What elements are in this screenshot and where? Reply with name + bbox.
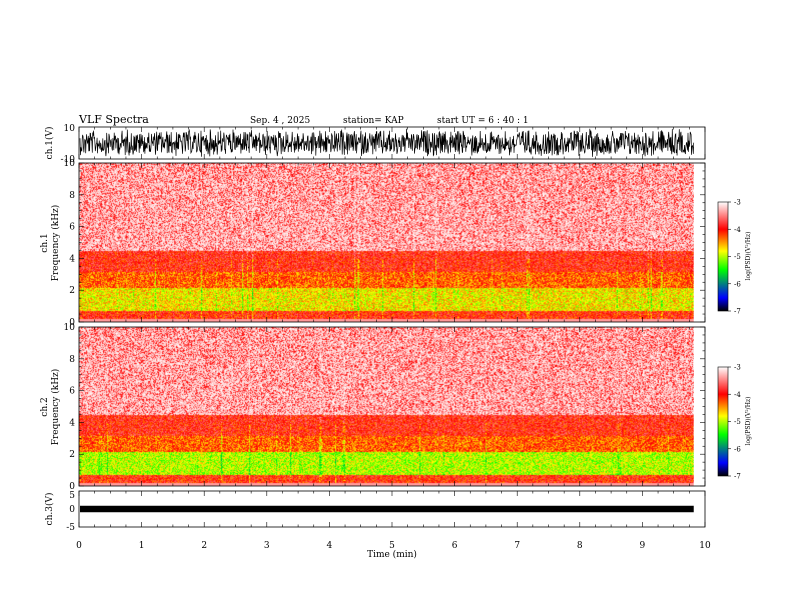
x-tick-label: 10	[699, 541, 711, 551]
x-tick-label: 5	[389, 541, 395, 551]
ch3-ytick-top: 5	[69, 491, 75, 501]
ch2-ylabel-frequency: Frequency (kHz)	[50, 369, 61, 446]
freq-tick-label: 6	[69, 223, 75, 233]
ch1-ylabel-channel: ch.1	[40, 233, 50, 252]
ch2-spectrogram-image	[79, 327, 694, 486]
x-tick-label: 7	[514, 541, 520, 551]
ch1-colorbar-gradient	[717, 201, 729, 312]
ch2-colorbar-label: log(PSD)(V²/Hz)	[745, 397, 752, 446]
colorbar-tick-label: -3	[734, 199, 741, 207]
x-tick-label: 1	[139, 541, 145, 551]
colorbar-tick-label: -6	[734, 280, 741, 288]
date-label: Sep. 4 , 2025	[250, 116, 310, 126]
ch1-ytick-top: 10	[64, 124, 76, 134]
ch1-freq-ticks: 0 2 4 6 8 10	[64, 159, 706, 328]
ch1-colorbar-label: log(PSD)(V²/Hz)	[745, 232, 752, 281]
ch1-waveform-line	[79, 128, 695, 157]
x-tick-label: 8	[577, 541, 583, 551]
ch1-waveform-ticks	[78, 127, 706, 159]
colorbar-tick-label: -6	[734, 445, 741, 453]
ch1-spectrogram-image	[79, 163, 694, 322]
ch1-spectrogram-panel: 0 2 4 6 8 10 ch.1 Frequency (kHz) -3 -4 -5 -6 -7 …	[40, 159, 752, 328]
ch3-ytick-bottom: -5	[66, 523, 75, 533]
colorbar-tick-label: -4	[734, 226, 741, 234]
freq-tick-label: 8	[69, 191, 75, 201]
ch3-waveform-ylabel: ch.3(V)	[44, 493, 55, 526]
ch3-waveform-panel: 5 0 -5 ch.3(V)	[44, 490, 706, 533]
ch2-freq-ticks: 0 2 4 6 8 10	[64, 323, 706, 492]
station-label: station= KAP	[343, 116, 404, 126]
x-tick-label: 6	[452, 541, 458, 551]
colorbar-tick-label: -5	[734, 253, 741, 261]
colorbar-tick-label: -4	[734, 391, 741, 399]
freq-tick-label: 10	[64, 323, 76, 333]
freq-tick-label: 4	[69, 254, 75, 264]
freq-tick-label: 10	[64, 159, 76, 169]
x-tick-label: 2	[201, 541, 207, 551]
ch1-waveform-ylabel: ch.1(V)	[44, 127, 55, 160]
ch3-ytick-mid: 0	[69, 505, 75, 515]
ch3-waveform-ticks	[78, 491, 706, 527]
ch1-colorbar-ticks: -3 -4 -5 -6 -7	[728, 199, 741, 316]
freq-tick-label: 0	[69, 318, 75, 328]
ch2-colorbar-gradient	[717, 366, 729, 477]
ch2-colorbar-ticks: -3 -4 -5 -6 -7	[728, 364, 741, 481]
ch2-colorbar: -3 -4 -5 -6 -7 log(PSD)(V²/Hz)	[717, 364, 752, 481]
ch2-ylabel-channel: ch.2	[40, 397, 50, 416]
colorbar-tick-label: -7	[734, 308, 741, 316]
x-tick-label: 4	[327, 541, 333, 551]
freq-tick-label: 0	[69, 482, 75, 492]
colorbar-tick-label: -3	[734, 364, 741, 372]
start-ut-label: start UT = 6 : 40 : 1	[437, 116, 529, 126]
x-tick-label: 3	[264, 541, 270, 551]
colorbar-tick-label: -7	[734, 473, 741, 481]
ch1-ylabel-frequency: Frequency (kHz)	[50, 205, 61, 282]
ch3-waveform-band	[80, 505, 694, 513]
ch1-ytick-bottom: -10	[61, 155, 76, 165]
figure-title: VLF Spectra	[78, 113, 149, 126]
x-axis-label: Time (min)	[367, 549, 417, 560]
x-axis-tick-labels: 0 1 2 3 4 5 6 7 8 9 10	[76, 541, 711, 551]
ch1-colorbar: -3 -4 -5 -6 -7 log(PSD)(V²/Hz)	[717, 199, 752, 316]
colorbar-tick-label: -5	[734, 418, 741, 426]
freq-tick-label: 4	[69, 418, 75, 428]
ch1-waveform-panel: 10 -10 ch.1(V)	[44, 124, 706, 165]
freq-tick-label: 2	[69, 450, 75, 460]
freq-tick-label: 2	[69, 286, 75, 296]
x-tick-label: 9	[640, 541, 646, 551]
x-tick-label: 0	[76, 541, 82, 551]
freq-tick-label: 8	[69, 355, 75, 365]
ch2-spectrogram-panel: 0 2 4 6 8 10 ch.2 Frequency (kHz) -3 -4 -5 -6 -7 …	[40, 323, 752, 492]
freq-tick-label: 6	[69, 387, 75, 397]
